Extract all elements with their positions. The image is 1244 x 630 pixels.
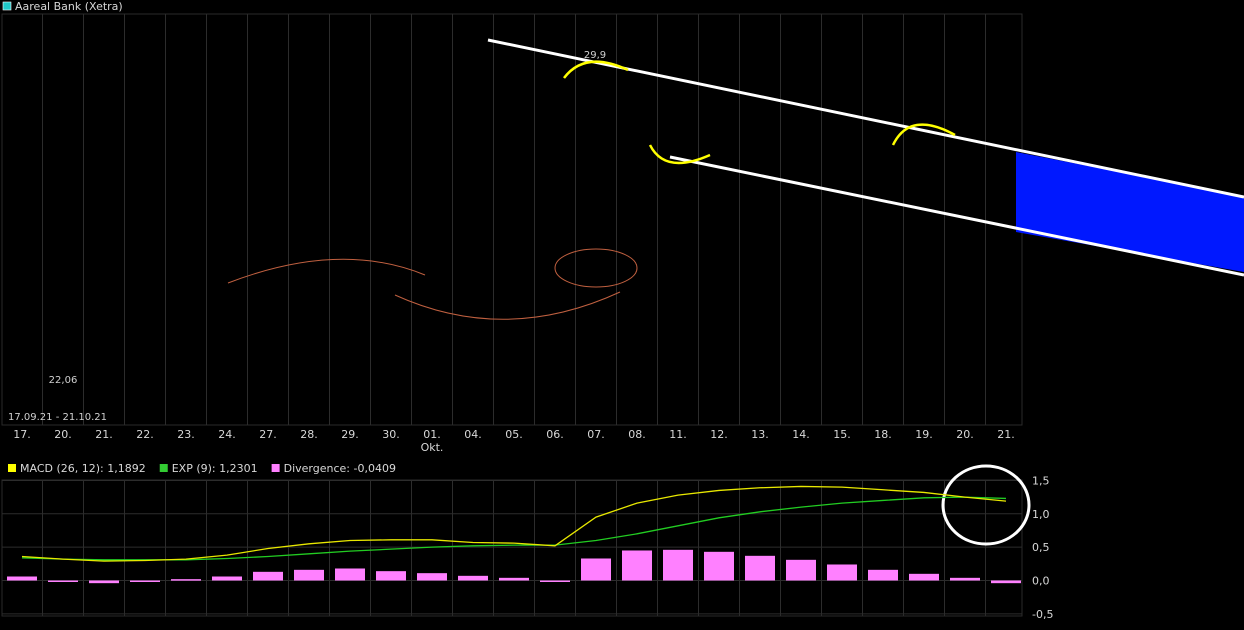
macd-tick-label: 1,5 (1032, 474, 1050, 487)
divergence-bar (171, 579, 201, 581)
divergence-bar (89, 580, 119, 584)
divergence-bar (294, 569, 324, 581)
divergence-bar (212, 576, 242, 581)
date-tick-label: 12. (710, 428, 728, 441)
macd-panel (7, 485, 1021, 584)
divergence-bar (335, 568, 365, 581)
date-tick-label: 06. (546, 428, 564, 441)
divergence-bar (499, 577, 529, 581)
channel-blue-fill (1016, 152, 1244, 272)
date-tick-label: 29. (341, 428, 359, 441)
date-tick-label: 08. (628, 428, 646, 441)
date-tick-label: 17. (13, 428, 31, 441)
month-label: Okt. (421, 441, 444, 454)
date-tick-label: 13. (751, 428, 769, 441)
macd-tick-label: -0,5 (1032, 608, 1053, 621)
divergence-bar (417, 573, 447, 581)
date-tick-label: 15. (833, 428, 851, 441)
date-tick-label: 21. (95, 428, 113, 441)
macd-line (21, 485, 1007, 562)
date-tick-label: 07. (587, 428, 605, 441)
date-tick-label: 05. (505, 428, 523, 441)
divergence-bar (909, 573, 939, 581)
divergence-bar (458, 575, 488, 581)
divergence-bar (786, 559, 816, 581)
hand-drawn-annotations (227, 38, 1244, 546)
orange-arc-upper (227, 258, 426, 284)
labels: Aareal Bank (Xetra)222324252627282930311… (2, 0, 1053, 621)
yellow-arc-right (891, 123, 956, 146)
title-swatch (2, 1, 12, 11)
date-tick-label: 18. (874, 428, 892, 441)
grid (2, 14, 1022, 616)
divergence-bar (745, 555, 775, 581)
chart-title: Aareal Bank (Xetra) (15, 0, 123, 13)
divergence-bar (663, 549, 693, 581)
date-tick-label: 30. (382, 428, 400, 441)
legend-swatch (8, 464, 16, 472)
macd-tick-label: 0,0 (1032, 575, 1050, 588)
divergence-bar (827, 564, 857, 581)
background-layer (1, 13, 1023, 617)
white-circle-annotation (941, 464, 1031, 546)
divergence-bar (540, 580, 570, 582)
date-tick-label: 28. (300, 428, 318, 441)
date-tick-label: 22. (136, 428, 154, 441)
date-tick-label: 27. (259, 428, 277, 441)
legend-swatch (271, 464, 280, 472)
divergence-bar (704, 551, 734, 581)
date-tick-label: 11. (669, 428, 687, 441)
price-panel-border (1, 13, 1023, 426)
macd-tick-label: 0,5 (1032, 541, 1050, 554)
macd-panel-border (1, 479, 1023, 617)
date-tick-label: 14. (792, 428, 810, 441)
divergence-bar (868, 569, 898, 581)
orange-ellipse (554, 248, 638, 288)
divergence-bar (253, 571, 283, 581)
date-tick-label: 23. (177, 428, 195, 441)
divergence-bar (7, 576, 37, 581)
divergence-bar (376, 571, 406, 581)
divergence-bar (130, 580, 160, 582)
signal-line (21, 496, 1007, 561)
macd-legend-entry: Divergence: -0,0409 (284, 462, 396, 475)
macd-tick-label: 1,0 (1032, 508, 1050, 521)
date-tick-label: 24. (218, 428, 236, 441)
macd-legend-entry: EXP (9): 1,2301 (172, 462, 258, 475)
divergence-bar (991, 580, 1021, 584)
orange-arc-lower (394, 291, 621, 320)
divergence-bar (950, 577, 980, 581)
lower-trend-line (669, 155, 1244, 277)
yellow-arc-top (563, 60, 629, 79)
date-tick-label: 20. (956, 428, 974, 441)
yellow-arc-bottom (648, 144, 711, 165)
high-label: 29,9 (584, 50, 606, 61)
date-tick-label: 04. (464, 428, 482, 441)
macd-legend-entry: MACD (26, 12): 1,1892 (20, 462, 146, 475)
divergence-bar (622, 550, 652, 581)
date-tick-label: 20. (54, 428, 72, 441)
date-tick-label: 01. (423, 428, 441, 441)
date-range-label: 17.09.21 - 21.10.21 (8, 412, 107, 423)
channel-fill (1016, 152, 1244, 272)
upper-trend-line (487, 38, 1244, 199)
date-tick-label: 21. (997, 428, 1015, 441)
divergence-bar (48, 580, 78, 582)
low-label: 22,06 (49, 375, 78, 386)
date-tick-label: 19. (915, 428, 933, 441)
legend-swatch (159, 464, 168, 472)
divergence-bar (581, 558, 611, 581)
